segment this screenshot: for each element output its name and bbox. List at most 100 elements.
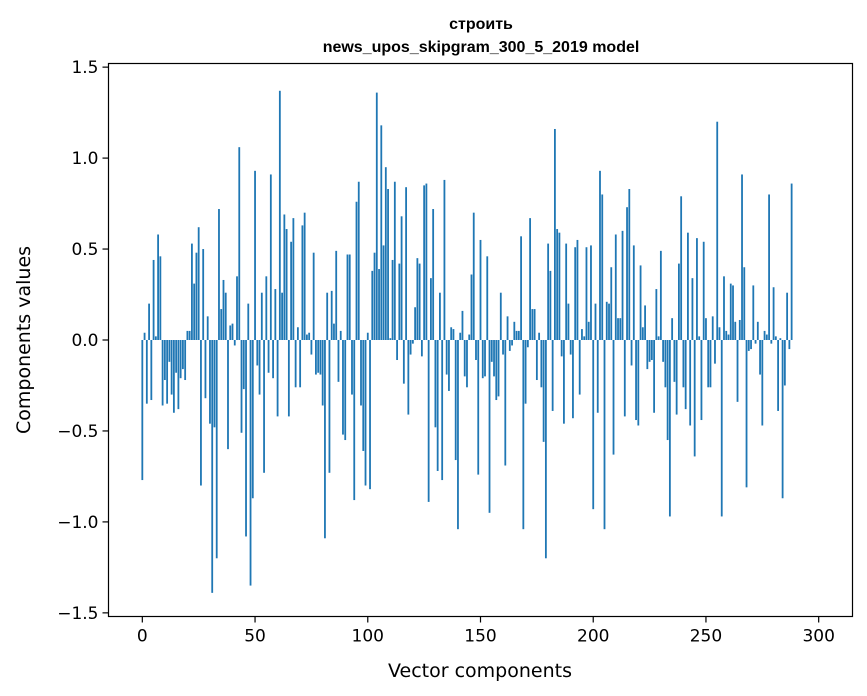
bar-100 (366, 332, 369, 340)
bar-250 (705, 318, 707, 340)
bar-35 (220, 309, 223, 340)
bar-80 (321, 340, 324, 406)
bar-242 (687, 232, 689, 340)
bar-207 (608, 303, 610, 340)
bar-214 (623, 340, 626, 417)
bar-67 (292, 218, 295, 340)
bar-269 (747, 340, 750, 351)
bar-218 (632, 245, 635, 340)
bar-124 (420, 340, 423, 357)
bar-259 (725, 330, 728, 340)
bar-7 (157, 234, 160, 340)
bar-229 (657, 336, 660, 340)
bar-176 (538, 332, 541, 340)
bar-196 (583, 336, 586, 340)
bar-202 (596, 340, 599, 413)
bar-87 (337, 340, 340, 382)
bar-263 (734, 321, 737, 340)
bar-107 (382, 245, 385, 340)
bar-66 (290, 241, 293, 340)
bar-133 (441, 340, 444, 481)
bar-182 (551, 340, 554, 411)
bar-141 (459, 332, 462, 340)
bar-27 (202, 249, 205, 340)
bar-167 (517, 330, 520, 340)
bar-73 (305, 334, 308, 340)
bar-15 (175, 340, 178, 373)
bar-193 (576, 239, 579, 340)
bar-208 (610, 267, 613, 340)
bar-215 (626, 207, 628, 340)
bar-172 (529, 218, 532, 340)
y-tick-label: 1.0 (71, 149, 98, 169)
bar-281 (774, 336, 777, 340)
bar-136 (448, 340, 450, 391)
bar-245 (693, 340, 696, 457)
bar-204 (601, 194, 604, 340)
bar-59 (274, 289, 277, 340)
bar-233 (666, 340, 669, 441)
bar-57 (269, 174, 272, 340)
bar-72 (303, 212, 306, 340)
bar-146 (470, 274, 473, 340)
bar-120 (411, 340, 414, 344)
chart-title-line-1: строить (449, 16, 513, 33)
bar-110 (389, 338, 392, 340)
bar-211 (617, 318, 619, 340)
bar-30 (209, 340, 211, 424)
bar-200 (592, 340, 595, 510)
bar-104 (375, 92, 378, 341)
bar-192 (574, 247, 577, 340)
bar-261 (729, 283, 732, 340)
bar-14 (172, 340, 175, 413)
bar-260 (727, 334, 730, 340)
bar-12 (168, 340, 171, 362)
bar-8 (159, 256, 162, 340)
bar-262 (732, 285, 734, 340)
bar-112 (393, 181, 396, 340)
bar-284 (781, 340, 784, 499)
bar-116 (402, 340, 405, 384)
bar-222 (641, 327, 644, 340)
y-tick-label: −1.5 (57, 604, 98, 624)
bar-154 (488, 340, 491, 513)
x-tick-label: 100 (352, 627, 384, 647)
bar-126 (425, 183, 428, 340)
bar-209 (612, 340, 615, 455)
bar-254 (714, 340, 716, 364)
bar-81 (324, 340, 326, 539)
bar-162 (506, 316, 509, 340)
bar-3 (148, 303, 150, 340)
bar-216 (628, 189, 631, 340)
bar-46 (245, 340, 247, 537)
bar-238 (677, 263, 680, 340)
bar-177 (540, 340, 543, 388)
y-axis-ticks: 1.5 1.0 0.5 0.0 −0.5 −1.0 −1.5 (57, 58, 109, 624)
bar-150 (479, 239, 482, 340)
bar-92 (348, 254, 351, 340)
bar-99 (364, 340, 367, 486)
bar-195 (581, 329, 583, 340)
bar-85 (333, 323, 335, 340)
bar-234 (668, 340, 671, 517)
bar-23 (193, 283, 196, 340)
bar-40 (231, 323, 234, 340)
bar-125 (423, 185, 426, 340)
bar-44 (240, 340, 243, 433)
bar-106 (380, 125, 383, 340)
bar-130 (434, 340, 437, 428)
bar-191 (572, 340, 574, 419)
bar-283 (779, 338, 782, 340)
bar-197 (585, 247, 588, 340)
bar-88 (339, 330, 342, 340)
bar-51 (256, 340, 259, 366)
bar-190 (569, 340, 572, 355)
bar-240 (682, 340, 685, 388)
bar-257 (720, 340, 723, 517)
bar-41 (233, 340, 236, 346)
y-tick-label: 0.0 (71, 331, 98, 351)
bar-185 (558, 232, 561, 340)
bar-277 (765, 334, 768, 340)
bar-199 (590, 245, 592, 340)
bar-155 (490, 340, 493, 362)
